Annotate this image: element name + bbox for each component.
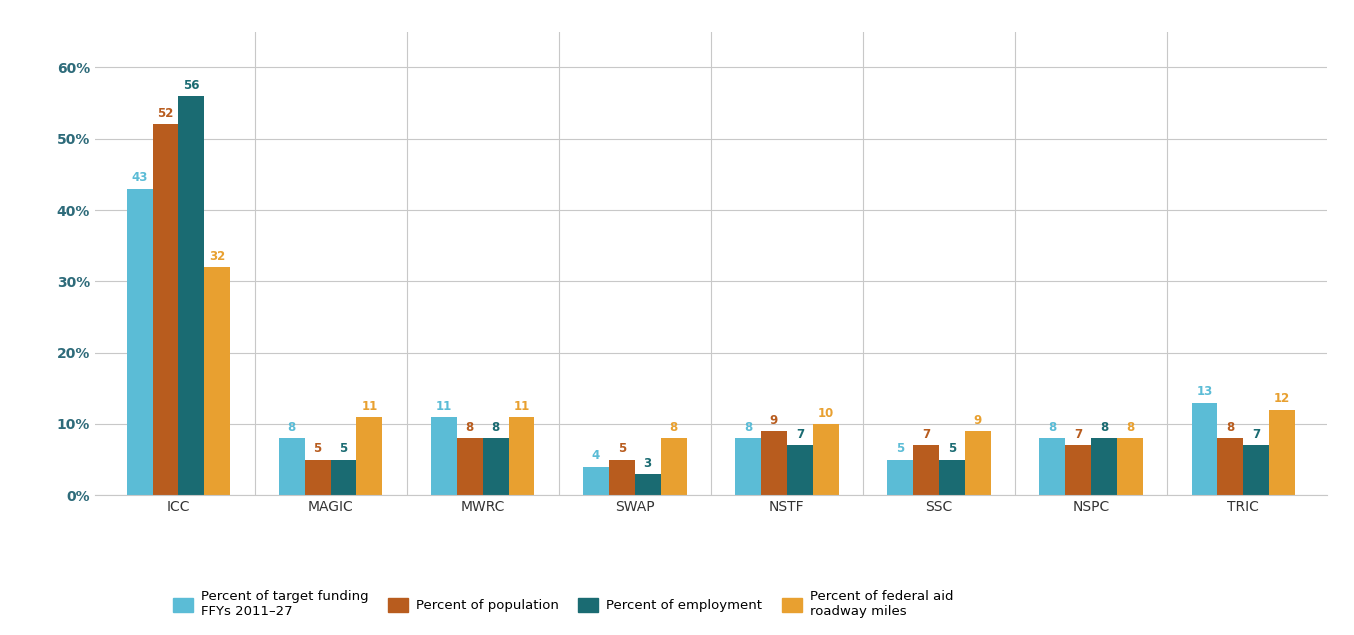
Text: 7: 7 (1074, 428, 1082, 441)
Text: 32: 32 (209, 250, 225, 263)
Bar (279, 438, 305, 495)
Text: 11: 11 (436, 399, 452, 413)
Text: 8: 8 (466, 421, 474, 434)
Bar (1066, 445, 1091, 495)
Bar (1192, 403, 1217, 495)
Text: 8: 8 (669, 421, 678, 434)
Bar (661, 438, 686, 495)
Text: 11: 11 (513, 399, 529, 413)
Bar (635, 474, 661, 495)
Bar (887, 460, 913, 495)
Bar (965, 431, 991, 495)
Text: 8: 8 (1048, 421, 1056, 434)
Text: 5: 5 (896, 443, 904, 455)
Text: 13: 13 (1197, 385, 1213, 398)
Bar (1040, 438, 1066, 495)
Text: 4: 4 (592, 450, 600, 462)
Text: 10: 10 (818, 406, 834, 420)
Legend: Percent of target funding
FFYs 2011–27, Percent of population, Percent of employ: Percent of target funding FFYs 2011–27, … (173, 591, 953, 618)
Bar (127, 189, 153, 495)
Bar (735, 438, 761, 495)
Text: 56: 56 (183, 79, 199, 91)
Text: 5: 5 (340, 443, 348, 455)
Bar (609, 460, 635, 495)
Bar (1269, 410, 1294, 495)
Text: 5: 5 (948, 443, 956, 455)
Bar (812, 424, 838, 495)
Text: 8: 8 (492, 421, 500, 434)
Text: 8: 8 (287, 421, 297, 434)
Text: 8: 8 (743, 421, 753, 434)
Text: 43: 43 (131, 171, 148, 184)
Bar (584, 467, 609, 495)
Bar (482, 438, 509, 495)
Text: 8: 8 (1125, 421, 1135, 434)
Text: 11: 11 (362, 399, 378, 413)
Text: 5: 5 (314, 443, 322, 455)
Bar (1091, 438, 1117, 495)
Bar (431, 417, 456, 495)
Bar (509, 417, 535, 495)
Text: 9: 9 (770, 414, 779, 427)
Text: 7: 7 (796, 428, 804, 441)
Bar (913, 445, 940, 495)
Bar (940, 460, 965, 495)
Text: 9: 9 (974, 414, 982, 427)
Bar (179, 96, 204, 495)
Bar (761, 431, 787, 495)
Bar (204, 267, 230, 495)
Bar (305, 460, 330, 495)
Text: 5: 5 (617, 443, 626, 455)
Text: 12: 12 (1274, 392, 1290, 405)
Bar (456, 438, 482, 495)
Text: 7: 7 (1252, 428, 1261, 441)
Text: 7: 7 (922, 428, 930, 441)
Bar (1117, 438, 1143, 495)
Bar (330, 460, 356, 495)
Text: 3: 3 (643, 457, 651, 470)
Bar (1217, 438, 1243, 495)
Text: 8: 8 (1227, 421, 1235, 434)
Bar (787, 445, 812, 495)
Bar (1243, 445, 1269, 495)
Text: 52: 52 (157, 107, 173, 120)
Bar (153, 124, 179, 495)
Text: 8: 8 (1099, 421, 1108, 434)
Bar (356, 417, 382, 495)
